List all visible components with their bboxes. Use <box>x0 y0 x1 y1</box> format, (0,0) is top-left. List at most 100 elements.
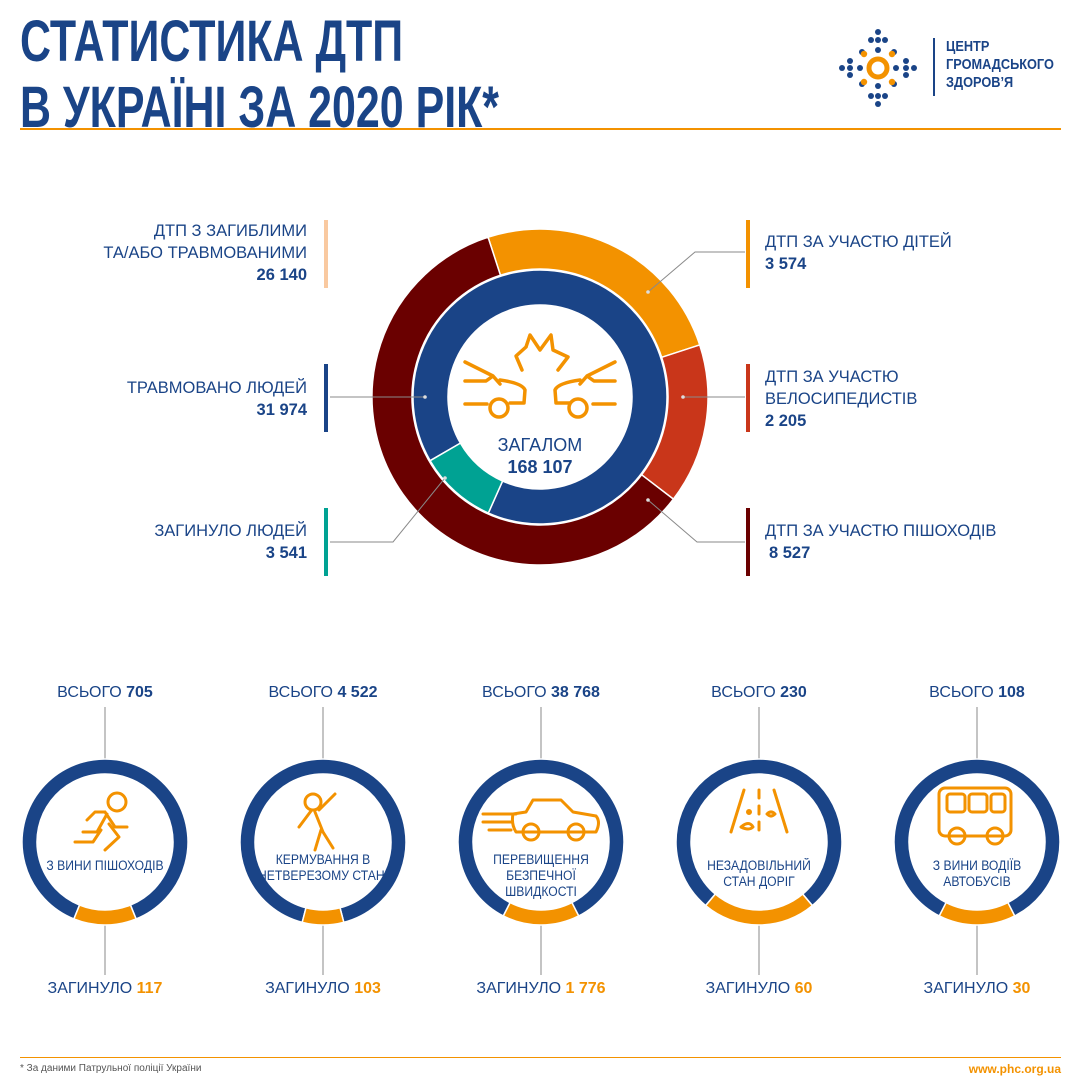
label-text: ДТП ЗА УЧАСТЮ ДІТЕЙ <box>765 233 952 251</box>
label-value: 26 140 <box>256 266 307 284</box>
title-line-1: СТАТИСТИКА ДТП <box>20 9 404 74</box>
label-text: ДТП ЗА УЧАСТЮ <box>765 368 899 386</box>
killed-value: 60 <box>794 980 813 997</box>
killed-label: ЗАГИНУЛО <box>705 980 791 997</box>
total-value: 4 522 <box>337 684 378 701</box>
total-value: 108 <box>998 684 1025 701</box>
label-value: 3 574 <box>765 255 807 273</box>
total-value: 38 768 <box>551 684 600 701</box>
label-children: ДТП ЗА УЧАСТЮ ДІТЕЙ 3 574 <box>765 231 952 275</box>
killed-label: ЗАГИНУЛО <box>265 980 350 997</box>
label-value: 8 527 <box>769 544 811 562</box>
killed-label: ЗАГИНУЛО <box>47 980 133 997</box>
label-value: 31 974 <box>256 401 307 419</box>
label-died: ЗАГИНУЛО ЛЮДЕЙ 3 541 <box>154 520 307 564</box>
cause-caption: З ВИНИ ВОДІЇВ АВТОБУСІВ <box>932 858 1022 889</box>
center-label: ЗАГАЛОМ <box>497 435 583 455</box>
label-text: ТРАВМОВАНО ЛЮДЕЙ <box>126 379 307 397</box>
cause-total: ВСЬОГО 38 768 <box>441 684 641 702</box>
leader-pedestrians <box>647 499 745 543</box>
cause-killed: ЗАГИНУЛО 30 <box>877 980 1077 998</box>
cause-ring-killed <box>72 904 138 926</box>
cause-total: ВСЬОГО 108 <box>877 684 1077 702</box>
label-text: ТА/АБО ТРАВМОВАНИМИ <box>103 244 307 262</box>
label-value: 2 205 <box>765 412 807 430</box>
killed-value: 103 <box>354 980 381 997</box>
total-label: ВСЬОГО <box>268 684 334 701</box>
children-color-bar <box>746 220 750 288</box>
cause-ring-total <box>457 758 625 917</box>
cause-ring-killed <box>502 901 580 926</box>
cause-ring-killed <box>704 893 814 926</box>
outer-segment-pedestrians <box>371 236 675 566</box>
pedestrians-color-bar <box>746 508 750 576</box>
total-value: 230 <box>780 684 807 701</box>
title-line-2: В УКРАЇНІ ЗА 2020 РІК* <box>20 75 500 140</box>
running-pedestrian-icon <box>73 791 129 852</box>
killed-label: ЗАГИНУЛО <box>476 980 562 997</box>
cause-total: ВСЬОГО 705 <box>5 684 205 702</box>
killed-value: 117 <box>136 980 163 997</box>
total-label: ВСЬОГО <box>929 684 994 701</box>
cause-caption: З ВИНИ ПІШОХОДІВ <box>46 858 164 873</box>
summary-color-bar <box>324 220 328 288</box>
leader-children-dot <box>646 290 650 294</box>
car-crash-icon <box>463 333 617 419</box>
logo-line: ЗДОРОВ’Я <box>946 74 1014 91</box>
killed-label: ЗАГИНУЛО <box>923 980 1009 997</box>
label-cyclists: ДТП ЗА УЧАСТЮ ВЕЛОСИПЕДИСТІВ 2 205 <box>765 366 917 432</box>
cyclists-color-bar <box>746 364 750 432</box>
cause-caption: ПЕРЕВИЩЕННЯ БЕЗПЕЧНОЇ ШВИДКОСТІ <box>493 852 589 899</box>
label-injured: ТРАВМОВАНО ЛЮДЕЙ 31 974 <box>127 377 307 421</box>
total-value: 705 <box>126 684 153 701</box>
killed-value: 30 <box>1012 980 1031 997</box>
damaged-road-icon <box>729 788 789 834</box>
cause-ring-killed <box>938 901 1016 926</box>
logo-line: ГРОМАДСЬКОГО <box>946 56 1054 73</box>
leader-cyclists-dot <box>681 395 685 399</box>
cause-killed: ЗАГИНУЛО 60 <box>659 980 859 998</box>
label-text: ДТП З ЗАГИБЛИМИ <box>153 222 307 240</box>
leader-pedestrians-dot <box>646 498 650 502</box>
total-label: ВСЬОГО <box>57 684 122 701</box>
center-value: 168 107 <box>507 457 573 477</box>
footnote: * За даними Патрульної поліції України <box>20 1063 202 1074</box>
cause-ring-total <box>675 758 843 907</box>
cause-ring-total <box>21 758 189 920</box>
page-title: СТАТИСТИКА ДТП В УКРАЇНІ ЗА 2020 РІК* <box>20 9 500 140</box>
died-color-bar <box>324 508 328 576</box>
logo-line: ЦЕНТР <box>946 38 990 55</box>
header-divider <box>20 128 1061 130</box>
label-value: 3 541 <box>265 544 307 562</box>
cause-caption: КЕРМУВАННЯ В НЕТВЕРЕЗОМУ СТАНІ <box>258 852 388 883</box>
speeding-car-icon <box>481 798 600 842</box>
leader-died <box>330 477 446 543</box>
cause-ring-killed <box>301 906 345 926</box>
killed-value: 1 776 <box>565 980 606 997</box>
cause-total: ВСЬОГО 230 <box>659 684 859 702</box>
leader-injured-dot <box>423 395 427 399</box>
cause-caption: НЕЗАДОВІЛЬНИЙ СТАН ДОРІГ <box>707 858 811 889</box>
label-text: ЗАГИНУЛО ЛЮДЕЙ <box>154 522 307 540</box>
inner-segment-injured <box>412 269 668 525</box>
cause-ring-total <box>893 758 1061 917</box>
leader-children <box>647 251 745 293</box>
cause-killed: ЗАГИНУЛО 1 776 <box>441 980 641 998</box>
cause-total: ВСЬОГО 4 522 <box>223 684 423 702</box>
total-label: ВСЬОГО <box>711 684 776 701</box>
cause-ring-total <box>239 758 407 924</box>
logo-divider <box>933 38 935 96</box>
label-text: ДТП ЗА УЧАСТЮ ПІШОХОДІВ <box>765 522 997 540</box>
label-pedestrians: ДТП ЗА УЧАСТЮ ПІШОХОДІВ 8 527 <box>765 520 996 564</box>
footer-divider <box>20 1057 1061 1058</box>
bus-icon <box>937 786 1013 846</box>
center-total: ЗАГАЛОМ 168 107 <box>440 434 640 478</box>
label-text: ВЕЛОСИПЕДИСТІВ <box>765 390 918 408</box>
website-link[interactable]: www.phc.org.ua <box>968 1062 1061 1076</box>
total-label: ВСЬОГО <box>482 684 547 701</box>
injured-color-bar <box>324 364 328 432</box>
leader-died-dot <box>443 476 447 480</box>
cause-killed: ЗАГИНУЛО 103 <box>223 980 423 998</box>
phc-logo-icon <box>839 29 917 107</box>
